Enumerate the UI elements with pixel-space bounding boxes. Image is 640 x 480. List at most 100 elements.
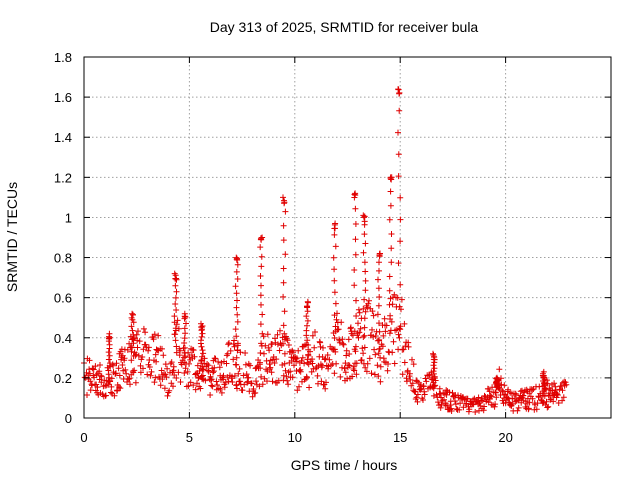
data-point — [173, 349, 180, 356]
data-point — [281, 360, 288, 367]
data-point — [151, 379, 158, 386]
data-point — [116, 372, 123, 379]
data-point — [108, 389, 114, 396]
data-point — [234, 297, 240, 304]
data-point — [420, 383, 427, 390]
data-point — [361, 296, 368, 303]
data-point — [113, 360, 120, 367]
data-point — [351, 267, 358, 273]
data-point — [190, 382, 197, 389]
data-point — [352, 221, 359, 227]
data-point — [397, 281, 404, 288]
data-point — [236, 365, 243, 372]
data-point — [172, 337, 179, 344]
plot-frame — [83, 56, 612, 419]
data-point — [390, 338, 397, 345]
data-point — [233, 333, 240, 340]
data-point — [195, 374, 202, 381]
data-point — [560, 394, 567, 401]
data-point — [409, 380, 416, 387]
data-point — [388, 245, 395, 252]
data-point — [253, 378, 259, 385]
data-point — [171, 313, 178, 320]
data-point — [375, 302, 382, 309]
data-point — [171, 319, 178, 326]
data-point — [349, 373, 356, 380]
data-point — [386, 273, 393, 280]
data-point — [199, 375, 205, 382]
data-point — [391, 360, 398, 367]
data-point — [355, 334, 362, 341]
data-point — [211, 364, 218, 371]
data-point — [386, 287, 393, 294]
data-point — [304, 337, 311, 344]
data-point — [563, 381, 570, 388]
data-point — [229, 373, 235, 380]
data-point — [293, 355, 300, 362]
data-point — [505, 386, 512, 393]
data-point — [185, 382, 192, 389]
data-point — [422, 375, 429, 382]
data-point — [134, 344, 141, 351]
data-point — [97, 372, 104, 379]
data-point — [304, 317, 311, 324]
data-point — [105, 349, 112, 356]
data-point — [389, 349, 396, 356]
data-point — [311, 344, 318, 351]
data-point — [525, 405, 532, 412]
data-point — [304, 356, 311, 363]
data-point — [140, 365, 146, 372]
data-point — [387, 202, 394, 209]
data-point — [151, 331, 158, 338]
data-point — [146, 364, 153, 370]
data-point — [135, 352, 142, 359]
data-point — [257, 273, 264, 279]
data-point — [352, 343, 359, 350]
data-point — [394, 294, 401, 301]
data-point — [197, 385, 204, 392]
data-point — [358, 357, 365, 363]
y-tick-label: 0 — [65, 411, 72, 426]
data-point — [486, 388, 493, 395]
data-point — [242, 361, 249, 368]
data-point — [376, 259, 382, 266]
data-point — [232, 283, 239, 290]
data-point — [110, 362, 117, 369]
data-point — [258, 282, 264, 289]
data-point — [333, 316, 340, 323]
data-point — [403, 378, 410, 385]
data-point — [345, 336, 352, 343]
data-point — [94, 384, 101, 391]
data-point — [128, 348, 135, 355]
data-point — [163, 374, 170, 381]
data-point — [130, 340, 137, 347]
data-point — [371, 346, 378, 353]
data-point — [190, 347, 197, 354]
data-point — [414, 398, 421, 405]
data-point — [259, 330, 266, 337]
data-point — [290, 349, 297, 356]
data-point — [173, 275, 180, 282]
data-point — [181, 325, 188, 332]
data-point — [177, 347, 184, 354]
data-point — [343, 347, 350, 354]
data-point — [264, 331, 271, 338]
data-point — [330, 254, 337, 261]
y-tick-label: 1.2 — [54, 170, 72, 185]
data-point — [305, 361, 312, 368]
data-point — [247, 362, 254, 369]
data-point — [331, 277, 338, 284]
data-point — [332, 243, 339, 250]
data-point — [303, 313, 310, 320]
data-point — [97, 362, 103, 368]
data-point — [239, 387, 246, 394]
chart-title: Day 313 of 2025, SRMTID for receiver bul… — [210, 19, 479, 35]
data-point — [173, 343, 180, 350]
data-point — [374, 362, 381, 369]
data-point — [308, 368, 315, 375]
y-axis-label: SRMTID / TECUs — [4, 182, 20, 292]
data-points — [81, 86, 570, 415]
data-point — [318, 378, 325, 385]
data-point — [271, 360, 278, 366]
